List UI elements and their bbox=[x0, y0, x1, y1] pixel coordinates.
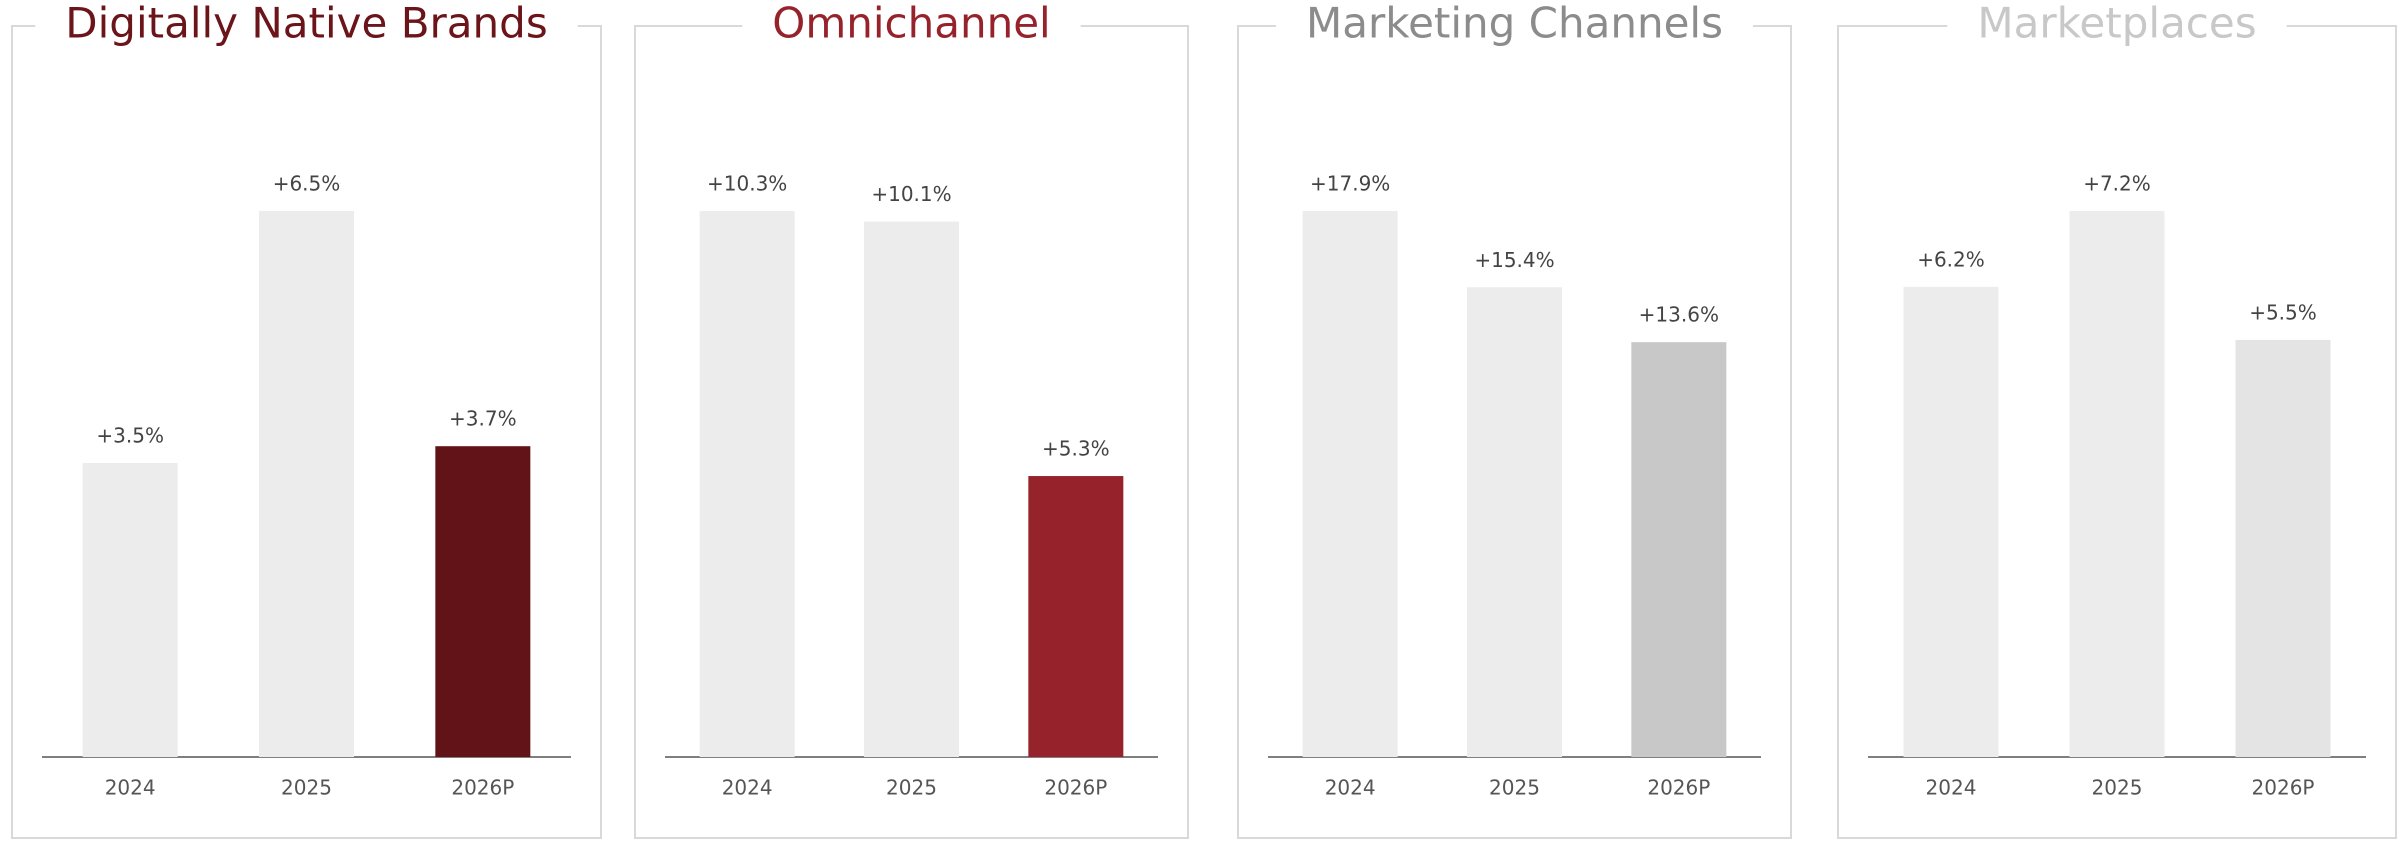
bar bbox=[1028, 476, 1124, 757]
bar bbox=[435, 446, 531, 757]
bar bbox=[259, 211, 354, 757]
x-tick-label: 2026P bbox=[1647, 776, 1710, 800]
x-tick-label: 2025 bbox=[281, 776, 332, 800]
x-tick-label: 2026P bbox=[451, 776, 514, 800]
value-label: +13.6% bbox=[1639, 303, 1719, 327]
bar bbox=[1302, 211, 1398, 757]
title-background bbox=[1276, 22, 1753, 30]
bar bbox=[864, 221, 959, 758]
bar bbox=[1467, 287, 1562, 757]
x-tick-label: 2024 bbox=[105, 776, 156, 800]
title-background bbox=[1947, 22, 2287, 30]
value-label: +3.5% bbox=[96, 424, 164, 448]
x-tick-label: 2026P bbox=[1044, 776, 1107, 800]
value-label: +5.5% bbox=[2249, 300, 2317, 324]
panel-title: Digitally Native Brands bbox=[65, 0, 547, 48]
x-tick-label: 2025 bbox=[2092, 776, 2143, 800]
x-tick-label: 2026P bbox=[2252, 776, 2315, 800]
x-tick-label: 2024 bbox=[1926, 776, 1977, 800]
x-tick-label: 2025 bbox=[1489, 776, 1540, 800]
x-tick-label: 2025 bbox=[886, 776, 937, 800]
panel-title: Omnichannel bbox=[772, 0, 1050, 48]
value-label: +17.9% bbox=[1310, 172, 1390, 196]
value-label: +7.2% bbox=[2083, 172, 2151, 196]
panel-title: Marketing Channels bbox=[1306, 0, 1723, 48]
bar bbox=[1631, 342, 1727, 757]
bar bbox=[699, 211, 795, 757]
bar bbox=[2069, 211, 2165, 757]
bar bbox=[2235, 339, 2331, 757]
value-label: +10.1% bbox=[871, 182, 951, 206]
value-label: +5.3% bbox=[1042, 437, 1110, 461]
bar bbox=[1903, 286, 1999, 757]
value-label: +6.2% bbox=[1917, 247, 1985, 271]
value-label: +6.5% bbox=[273, 172, 341, 196]
value-label: +15.4% bbox=[1474, 248, 1554, 272]
title-background bbox=[35, 22, 578, 30]
value-label: +3.7% bbox=[449, 407, 517, 431]
value-label: +10.3% bbox=[707, 172, 787, 196]
title-background bbox=[742, 22, 1081, 30]
x-tick-label: 2024 bbox=[1325, 776, 1376, 800]
x-tick-label: 2024 bbox=[722, 776, 773, 800]
panel-title: Marketplaces bbox=[1977, 0, 2256, 48]
bar bbox=[82, 463, 178, 757]
